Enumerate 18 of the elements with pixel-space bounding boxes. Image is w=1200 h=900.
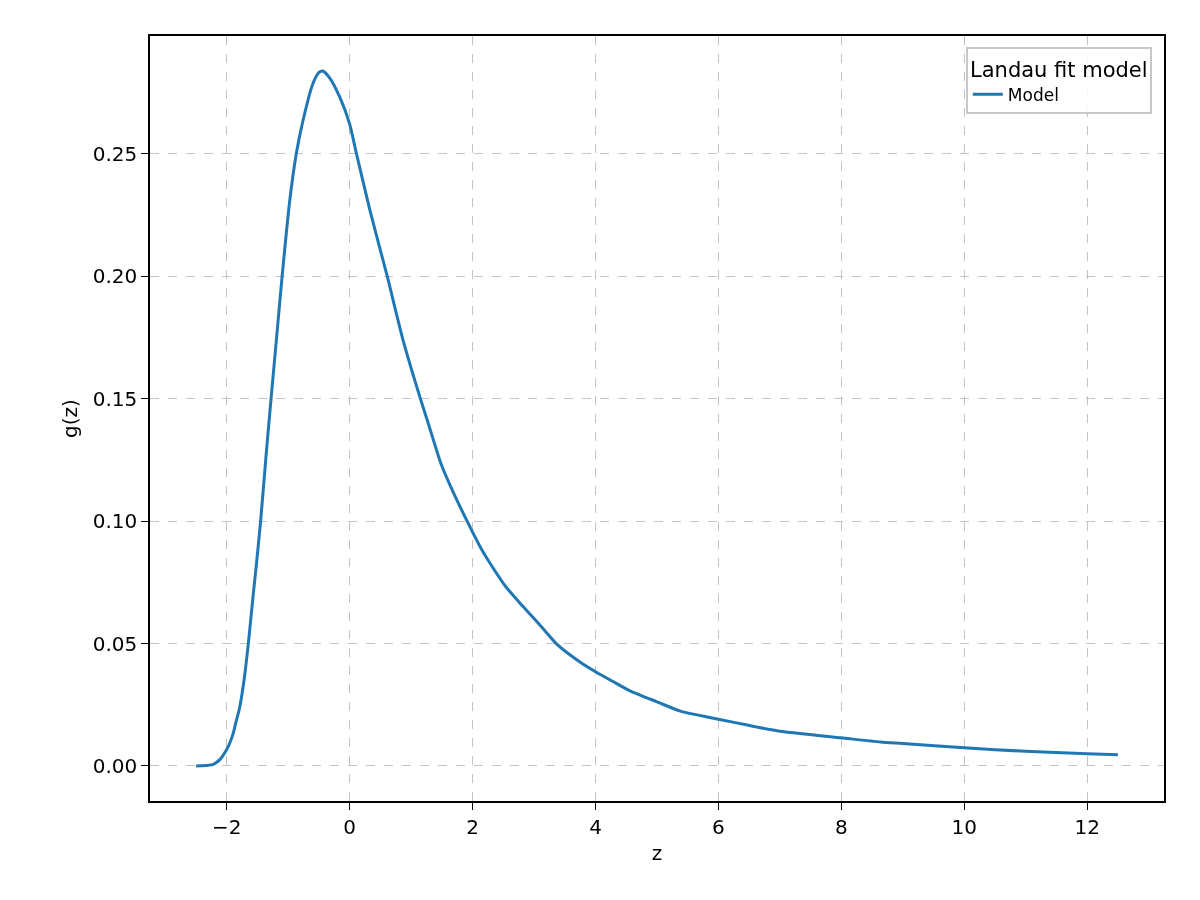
y-axis-title: g(z) — [57, 399, 82, 438]
x-tick-label: 12 — [1074, 814, 1100, 839]
y-tick-label: 0.15 — [92, 386, 138, 411]
x-tick-label: 6 — [712, 814, 725, 839]
y-tick-label: 0.05 — [92, 631, 138, 656]
x-tick-label: 2 — [466, 814, 480, 839]
y-tick-label: 0.25 — [92, 141, 138, 166]
x-tick-label: −2 — [212, 814, 242, 839]
legend-label: Model — [1007, 84, 1059, 105]
x-tick-label: 4 — [589, 814, 602, 839]
y-tick-label: 0.20 — [92, 264, 138, 289]
y-tick-label: 0.00 — [92, 753, 138, 778]
x-tick-label: 10 — [951, 814, 977, 839]
x-tick-label: 8 — [834, 814, 848, 839]
y-tick-label: 0.10 — [92, 509, 138, 534]
x-tick-label: 0 — [343, 814, 357, 839]
legend-title: Landau fit model — [970, 57, 1148, 82]
x-axis-title: z — [651, 840, 663, 865]
